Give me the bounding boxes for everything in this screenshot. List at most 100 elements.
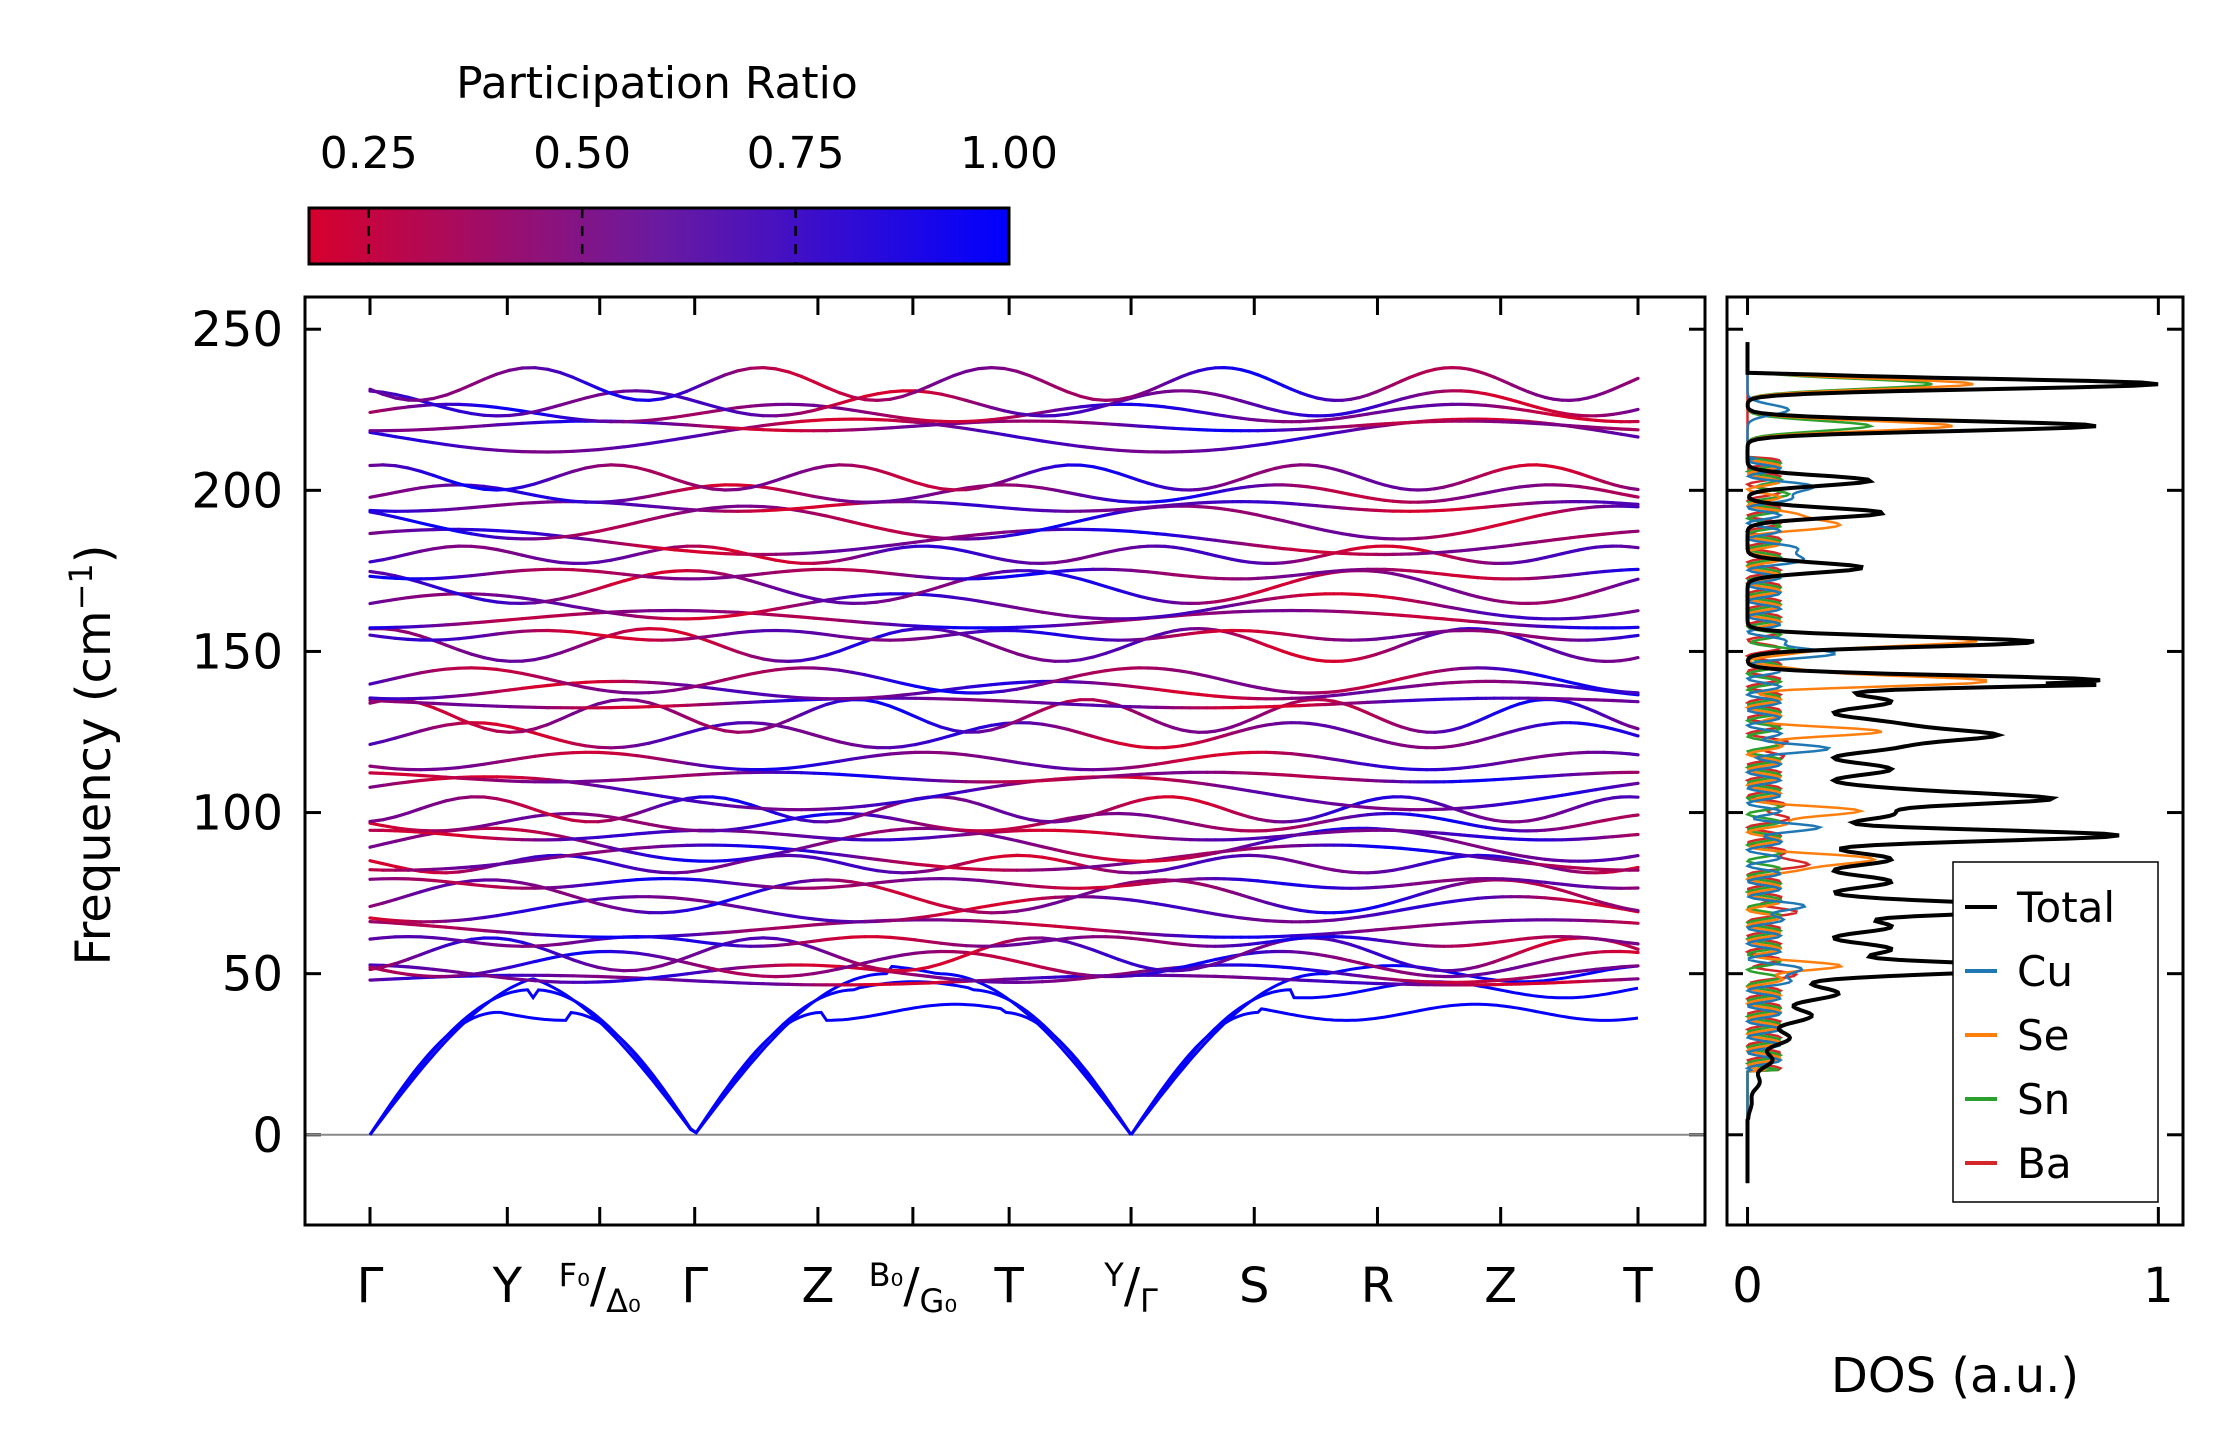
optical-band-segment — [1065, 776, 1082, 781]
optical-band-segment — [926, 634, 943, 640]
optical-band-segment — [1078, 444, 1095, 450]
optical-band-segment — [672, 413, 689, 419]
optical-band-segment — [558, 815, 575, 822]
optical-band-segment — [1015, 760, 1032, 766]
optical-band-segment — [723, 980, 740, 985]
optical-band-segment — [381, 463, 397, 468]
optical-band-segment — [1002, 977, 1019, 982]
optical-band-segment — [1002, 680, 1019, 686]
optical-band-segment — [799, 707, 816, 717]
y-axis-title: Frequency (cm−1) — [62, 544, 122, 965]
optical-band-segment — [368, 919, 385, 924]
optical-band-segment — [799, 408, 816, 415]
optical-band-segment — [901, 544, 918, 550]
optical-band-segment — [495, 965, 512, 972]
optical-band-segment — [964, 944, 981, 948]
optical-band-segment — [786, 506, 803, 511]
optical-band-segment — [698, 898, 715, 905]
dos-x-tick-label: 0 — [1732, 1258, 1763, 1314]
optical-band-segment — [609, 571, 626, 576]
optical-band-segment — [1104, 647, 1121, 656]
optical-band-segment — [672, 972, 689, 978]
optical-band-segment — [939, 392, 956, 399]
optical-band-segment — [863, 550, 880, 557]
optical-band-segment — [901, 496, 918, 502]
optical-band-segment — [583, 898, 600, 906]
dos-x-tick-label: 1 — [2143, 1258, 2174, 1314]
optical-band-segment — [799, 630, 816, 635]
optical-band-segment — [1104, 548, 1121, 555]
optical-band-segment — [863, 410, 880, 416]
optical-band-segment — [888, 837, 905, 842]
optical-band-segment — [419, 669, 435, 675]
optical-band-segment — [558, 751, 575, 756]
optical-band-segment — [406, 807, 423, 815]
optical-band-segment — [609, 389, 626, 395]
optical-band-segment — [545, 942, 562, 947]
optical-band-segment — [1627, 690, 1640, 695]
optical-band-segment — [926, 900, 943, 908]
optical-band-segment — [1116, 811, 1133, 816]
optical-band-segment — [736, 856, 753, 862]
optical-band-segment — [698, 903, 715, 910]
optical-band-segment — [507, 937, 524, 944]
optical-band-segment — [901, 709, 918, 719]
optical-band-segment — [495, 943, 512, 948]
optical-band-segment — [482, 619, 499, 624]
optical-band-segment — [951, 425, 968, 431]
optical-band-segment — [710, 879, 727, 885]
optical-band-segment — [622, 395, 639, 402]
optical-band-segment — [989, 555, 1006, 562]
optical-band-segment — [634, 951, 651, 957]
optical-band-segment — [660, 977, 677, 982]
optical-band-segment — [393, 488, 410, 494]
optical-band-segment — [1027, 762, 1044, 768]
optical-band-segment — [1627, 964, 1640, 968]
optical-band-segment — [837, 772, 854, 777]
optical-band-segment — [520, 959, 537, 967]
optical-band-segment — [393, 826, 410, 832]
optical-band-segment — [672, 731, 689, 739]
optical-band-segment — [786, 726, 803, 733]
optical-band-segment — [660, 960, 677, 968]
optical-band-segment — [812, 380, 829, 390]
optical-band-segment — [381, 555, 397, 562]
optical-band-segment — [660, 688, 677, 694]
optical-band-segment — [799, 567, 816, 572]
optical-band-segment — [1091, 446, 1108, 451]
optical-band-segment — [685, 635, 702, 641]
optical-band-segment — [393, 435, 410, 441]
optical-band-segment — [837, 668, 854, 674]
optical-band-segment — [1627, 941, 1640, 946]
optical-band-segment — [1104, 767, 1121, 772]
optical-band-segment — [710, 980, 727, 984]
optical-band-segment — [1040, 975, 1057, 980]
optical-band-segment — [1002, 506, 1019, 511]
optical-band-segment — [799, 729, 816, 737]
optical-band-segment — [1040, 703, 1057, 712]
optical-band-segment — [457, 425, 474, 430]
optical-band-segment — [533, 478, 550, 486]
optical-band-segment — [368, 574, 385, 580]
optical-band-segment — [1065, 614, 1082, 619]
optical-band-segment — [457, 716, 474, 726]
optical-band-segment — [672, 568, 689, 573]
optical-band-segment — [850, 696, 867, 701]
optical-band-segment — [863, 465, 880, 472]
optical-band-segment — [507, 485, 524, 491]
optical-band-segment — [685, 798, 702, 804]
optical-band-segment — [571, 396, 588, 404]
optical-band-segment — [558, 560, 575, 566]
optical-band-segment — [926, 939, 943, 945]
optical-band-segment — [533, 366, 550, 371]
optical-band-segment — [964, 866, 981, 871]
optical-band-segment — [419, 521, 435, 528]
optical-band-segment — [926, 584, 943, 593]
optical-band-segment — [457, 692, 474, 698]
optical-band-segment — [863, 881, 880, 886]
optical-band-segment — [723, 929, 740, 935]
optical-band-segment — [989, 827, 1006, 833]
optical-band-segment — [457, 506, 474, 511]
optical-band-segment — [748, 654, 765, 661]
optical-band-segment — [863, 398, 880, 402]
